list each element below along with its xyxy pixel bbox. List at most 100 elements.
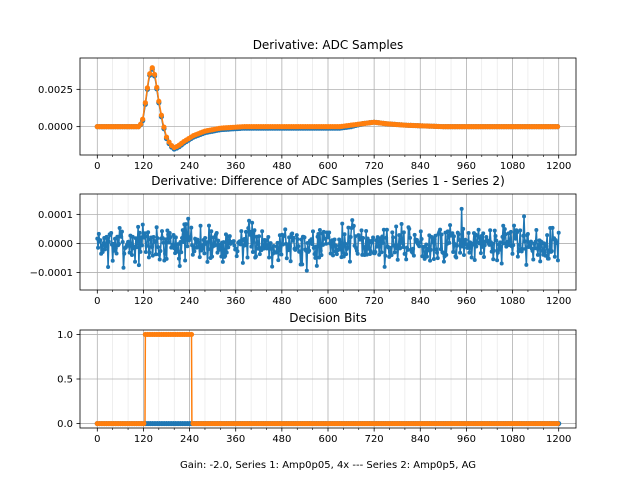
data-point bbox=[103, 247, 108, 252]
data-point bbox=[177, 263, 182, 268]
data-point bbox=[447, 240, 452, 245]
data-point bbox=[388, 245, 393, 250]
data-point bbox=[191, 245, 196, 250]
data-point bbox=[172, 246, 177, 251]
data-point bbox=[533, 239, 538, 244]
data-point bbox=[173, 235, 178, 240]
data-point bbox=[242, 237, 247, 242]
data-point bbox=[161, 124, 167, 130]
data-point bbox=[554, 420, 561, 427]
plot-area bbox=[94, 65, 561, 152]
data-point bbox=[179, 250, 184, 255]
data-point bbox=[326, 235, 331, 240]
data-point bbox=[499, 261, 504, 266]
data-point bbox=[255, 240, 260, 245]
y-tick-label: 0.0001 bbox=[38, 210, 73, 221]
x-tick-label: 840 bbox=[411, 161, 430, 172]
data-point bbox=[250, 220, 255, 225]
data-point bbox=[188, 235, 193, 240]
x-tick-label: 240 bbox=[180, 296, 199, 307]
data-point bbox=[246, 226, 251, 231]
data-point bbox=[219, 254, 224, 259]
series-markers bbox=[95, 206, 561, 273]
x-tick-label: 1080 bbox=[500, 434, 525, 445]
data-point bbox=[431, 240, 436, 245]
x-tick-labels: 0 120 240 360 480 600 720 840 960 1080 1200 bbox=[94, 296, 571, 307]
data-point bbox=[143, 231, 148, 236]
data-point bbox=[220, 259, 225, 264]
data-point bbox=[555, 241, 560, 246]
data-point bbox=[439, 232, 444, 237]
data-point bbox=[138, 121, 144, 127]
data-point bbox=[209, 229, 214, 234]
data-point bbox=[401, 245, 406, 250]
subplot-adc-samples: Derivative: ADC Samples 0 120 240 360 480 600… bbox=[38, 38, 577, 172]
data-point bbox=[498, 244, 503, 249]
data-point bbox=[157, 257, 162, 262]
data-point bbox=[523, 246, 528, 251]
x-tick-label: 600 bbox=[318, 161, 337, 172]
data-point bbox=[142, 235, 147, 240]
data-point bbox=[354, 248, 359, 253]
data-point bbox=[134, 245, 139, 250]
data-point bbox=[525, 232, 530, 237]
data-point bbox=[226, 245, 231, 250]
data-point bbox=[135, 240, 140, 245]
x-tick-label: 600 bbox=[318, 296, 337, 307]
grid bbox=[80, 330, 576, 428]
data-point bbox=[274, 250, 279, 255]
x-tick-label: 840 bbox=[411, 296, 430, 307]
data-point bbox=[186, 216, 191, 221]
data-point bbox=[359, 228, 364, 233]
data-point bbox=[119, 229, 124, 234]
data-point bbox=[267, 255, 272, 260]
x-tick-label: 240 bbox=[180, 161, 199, 172]
data-point bbox=[451, 249, 456, 254]
data-point bbox=[314, 263, 319, 268]
data-point bbox=[411, 253, 416, 258]
data-point bbox=[214, 231, 219, 236]
data-point bbox=[170, 242, 175, 247]
data-point bbox=[160, 236, 165, 241]
data-point bbox=[319, 253, 324, 258]
x-tick-label: 1080 bbox=[500, 296, 525, 307]
data-point bbox=[310, 242, 315, 247]
axes-border bbox=[79, 193, 577, 291]
data-point bbox=[115, 234, 120, 239]
x-tick-label: 360 bbox=[226, 434, 245, 445]
data-point bbox=[110, 258, 115, 263]
y-tick-label: 0.0 bbox=[57, 419, 73, 430]
data-point bbox=[181, 239, 186, 244]
subplot-title: Derivative: Difference of ADC Samples (S… bbox=[151, 174, 505, 188]
data-point bbox=[501, 223, 506, 228]
data-point bbox=[511, 243, 516, 248]
data-point bbox=[347, 239, 352, 244]
data-point bbox=[139, 243, 144, 248]
data-point bbox=[211, 235, 216, 240]
data-point bbox=[488, 228, 493, 233]
data-point bbox=[147, 250, 152, 255]
data-point bbox=[461, 253, 466, 258]
data-point bbox=[167, 230, 172, 235]
data-point bbox=[294, 246, 299, 251]
data-point bbox=[96, 245, 101, 250]
data-point bbox=[364, 229, 369, 234]
data-point bbox=[374, 244, 379, 249]
data-point bbox=[397, 233, 402, 238]
data-point bbox=[431, 256, 436, 261]
x-tick-label: 1200 bbox=[546, 434, 571, 445]
data-point bbox=[458, 250, 463, 255]
data-point bbox=[544, 244, 549, 249]
data-point bbox=[418, 240, 423, 245]
data-point bbox=[459, 206, 464, 211]
data-point bbox=[424, 242, 429, 247]
data-point bbox=[136, 224, 141, 229]
data-point bbox=[137, 230, 142, 235]
data-point bbox=[100, 250, 105, 255]
data-point bbox=[98, 238, 103, 243]
series-markers bbox=[94, 331, 561, 427]
data-point bbox=[331, 253, 336, 258]
data-point bbox=[556, 230, 561, 235]
data-point bbox=[268, 241, 273, 246]
data-point bbox=[444, 252, 449, 257]
